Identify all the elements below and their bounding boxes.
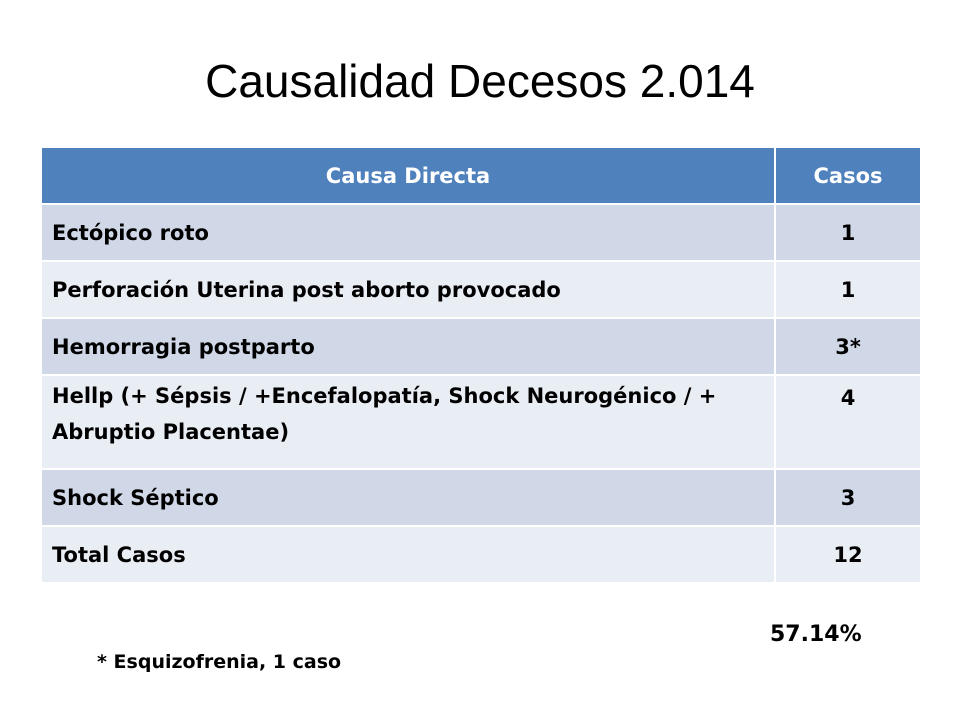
cause-cell: Shock Séptico	[42, 469, 776, 527]
table-row: Ectópico roto 1	[42, 204, 920, 262]
table-row: Total Casos 12	[42, 526, 920, 584]
table-row: Perforación Uterina post aborto provocad…	[42, 261, 920, 319]
cases-cell: 4	[775, 375, 920, 470]
cause-cell: Hellp (+ Sépsis / +Encefalopatía, Shock …	[42, 375, 776, 470]
cases-cell: 12	[775, 526, 920, 584]
percentage-note: 57.14%	[770, 622, 862, 647]
header-cases: Casos	[775, 148, 920, 205]
cases-cell: 1	[775, 204, 920, 262]
slide-title: Causalidad Decesos 2.014	[205, 55, 755, 107]
table-row: Hemorragia postparto 3*	[42, 318, 920, 376]
table-row: Shock Séptico 3	[42, 469, 920, 527]
footnote: * Esquizofrenia, 1 caso	[97, 651, 342, 673]
cases-cell: 1	[775, 261, 920, 319]
table-header-row: Causa Directa Casos	[42, 148, 920, 205]
table-row: Hellp (+ Sépsis / +Encefalopatía, Shock …	[42, 375, 920, 470]
cases-cell: 3*	[775, 318, 920, 376]
cause-cell: Hemorragia postparto	[42, 318, 776, 376]
cause-cell: Total Casos	[42, 526, 776, 584]
cause-cell: Ectópico roto	[42, 204, 776, 262]
cause-cell: Perforación Uterina post aborto provocad…	[42, 261, 776, 319]
cases-cell: 3	[775, 469, 920, 527]
header-cause: Causa Directa	[42, 148, 776, 205]
causes-table: Causa Directa Casos Ectópico roto 1 Perf…	[42, 148, 920, 584]
